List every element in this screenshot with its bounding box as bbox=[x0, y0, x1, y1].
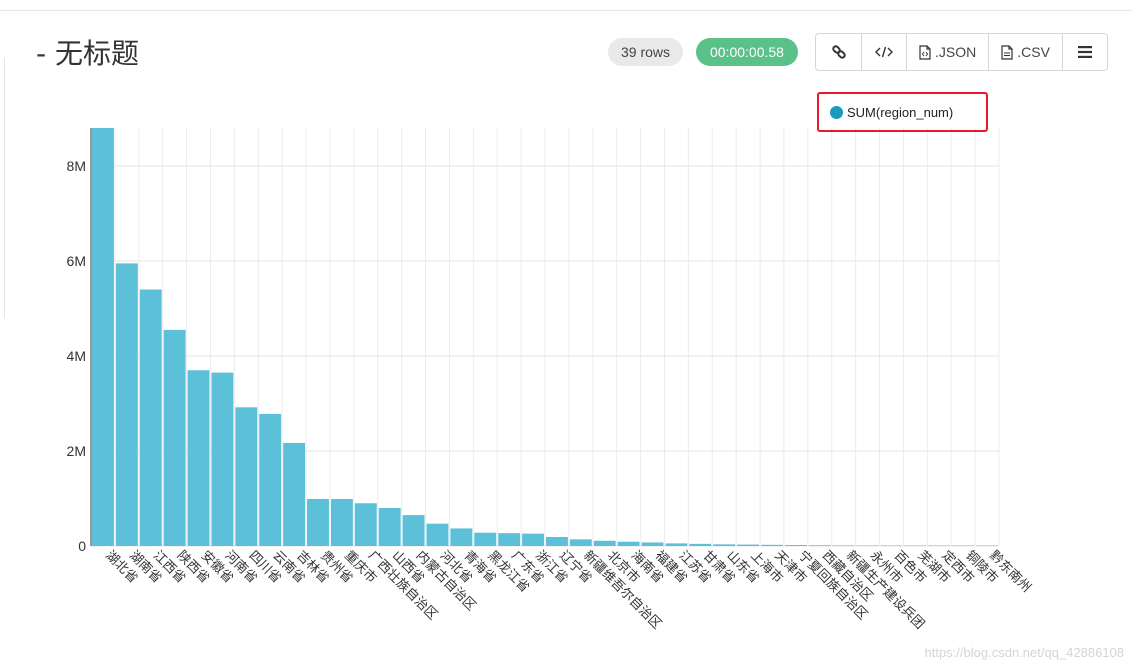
bar bbox=[283, 442, 306, 546]
file-csv-icon bbox=[1001, 44, 1013, 60]
bar bbox=[784, 545, 807, 546]
bar bbox=[330, 498, 353, 546]
bar bbox=[665, 543, 688, 546]
bar bbox=[474, 532, 497, 546]
bar bbox=[569, 539, 592, 546]
bar bbox=[378, 508, 401, 546]
bar bbox=[904, 545, 927, 546]
legend-highlight-box[interactable]: SUM(region_num) bbox=[817, 92, 988, 132]
page-title: - 无标题 bbox=[36, 37, 140, 70]
embed-code-button[interactable] bbox=[861, 34, 906, 70]
bar bbox=[211, 372, 234, 546]
y-tick-label: 8M bbox=[67, 158, 86, 174]
bar bbox=[235, 407, 258, 546]
legend-label: SUM(region_num) bbox=[847, 104, 954, 120]
left-divider bbox=[4, 58, 5, 318]
bar bbox=[928, 545, 951, 546]
bar bbox=[259, 413, 282, 546]
bar bbox=[498, 533, 521, 546]
action-button-group: .JSON .CSV bbox=[815, 33, 1108, 71]
file-json-icon bbox=[919, 44, 931, 60]
bar bbox=[856, 545, 879, 546]
legend-marker bbox=[830, 105, 843, 119]
bar bbox=[976, 545, 998, 546]
bar bbox=[737, 544, 760, 546]
bar bbox=[952, 545, 975, 546]
bar bbox=[617, 541, 640, 546]
bar bbox=[761, 544, 783, 546]
more-menu-button[interactable] bbox=[1061, 34, 1107, 70]
export-json-label: .JSON bbox=[935, 44, 977, 60]
code-icon bbox=[875, 46, 893, 58]
bar bbox=[187, 370, 210, 546]
bar bbox=[546, 536, 568, 546]
bar bbox=[522, 533, 544, 546]
top-divider bbox=[0, 10, 1132, 11]
row-count-badge: 39 rows bbox=[608, 38, 684, 66]
bar bbox=[139, 289, 162, 546]
y-tick-label: 0 bbox=[78, 538, 86, 554]
query-timer-badge: 00:00:00.58 bbox=[696, 38, 798, 66]
bar bbox=[832, 545, 855, 546]
watermark-text: https://blog.csdn.net/qq_42886108 bbox=[924, 645, 1125, 660]
bar bbox=[426, 523, 449, 546]
bar bbox=[689, 543, 712, 546]
copy-link-button[interactable] bbox=[816, 34, 861, 70]
hamburger-menu-icon bbox=[1077, 46, 1092, 58]
bar bbox=[307, 498, 329, 546]
export-csv-button[interactable]: .CSV bbox=[988, 34, 1062, 70]
bar bbox=[641, 542, 664, 546]
export-csv-label: .CSV bbox=[1017, 44, 1050, 60]
bar bbox=[354, 503, 377, 546]
link-icon bbox=[831, 45, 846, 59]
y-tick-label: 6M bbox=[67, 253, 86, 269]
y-tick-label: 2M bbox=[67, 443, 86, 459]
export-json-button[interactable]: .JSON bbox=[906, 34, 988, 70]
bar bbox=[713, 544, 736, 546]
bar bbox=[402, 515, 425, 546]
bar bbox=[163, 329, 186, 546]
y-tick-label: 4M bbox=[67, 348, 86, 364]
bar bbox=[115, 263, 138, 546]
bar bbox=[450, 528, 473, 546]
bar bbox=[593, 540, 616, 546]
bar bbox=[92, 128, 114, 546]
bar bbox=[880, 545, 903, 546]
bar bbox=[808, 545, 831, 546]
